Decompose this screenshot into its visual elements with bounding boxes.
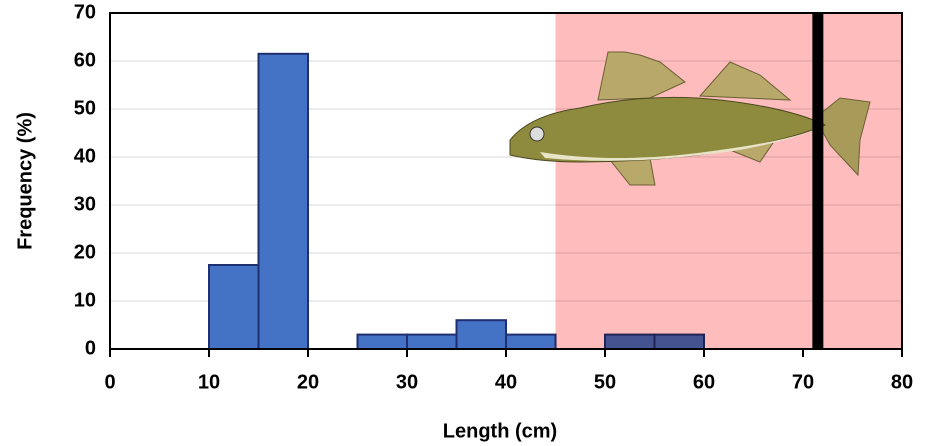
fish-belly	[540, 130, 815, 161]
x-tick-label: 40	[495, 371, 517, 393]
y-tick-label: 10	[74, 289, 96, 311]
x-tick-label: 0	[104, 371, 115, 393]
y-axis-label: Frequency (%)	[14, 112, 36, 250]
bar	[257, 52, 309, 351]
y-tick-label: 40	[74, 145, 96, 167]
bar	[505, 333, 557, 351]
bar	[406, 333, 458, 351]
fish-fin	[698, 61, 792, 101]
y-tick-label: 60	[74, 49, 96, 71]
x-tick-label: 30	[396, 371, 418, 393]
x-tick-label: 50	[594, 371, 616, 393]
x-tick-label: 60	[693, 371, 715, 393]
fish-eye	[529, 126, 545, 142]
plot-border	[109, 12, 903, 350]
bar	[208, 264, 260, 350]
fish-body	[509, 96, 827, 163]
fish-fin	[814, 97, 871, 177]
fish-fin	[597, 51, 686, 101]
x-tick-label: 80	[891, 371, 913, 393]
x-tick-label: 10	[198, 371, 220, 393]
x-tick-label: 70	[792, 371, 814, 393]
y-tick-label: 20	[74, 241, 96, 263]
bar	[356, 333, 408, 351]
y-tick-label: 70	[74, 1, 96, 23]
x-axis-label: Length (cm)	[443, 420, 557, 442]
y-tick-label: 50	[74, 97, 96, 119]
fish-illustration	[509, 51, 871, 186]
bar	[455, 319, 507, 351]
y-tick-label: 30	[74, 193, 96, 215]
y-tick-label: 0	[85, 337, 96, 359]
x-tick-label: 20	[297, 371, 319, 393]
